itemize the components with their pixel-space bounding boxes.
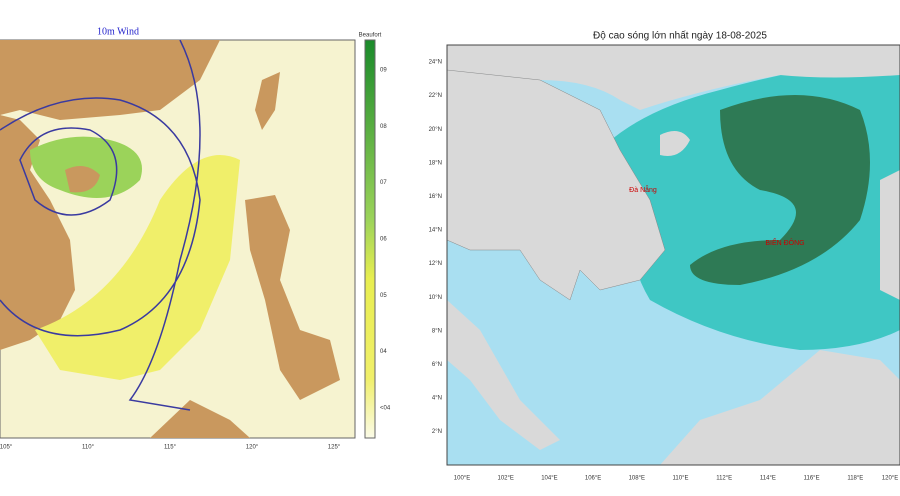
place-label: BIỂN ĐÔNG	[765, 238, 804, 247]
lat-label: 14°N	[429, 228, 442, 234]
lon-label: 120°E	[882, 476, 898, 482]
wind-zone-yellow	[35, 155, 240, 380]
lat-label: 8°N	[432, 328, 442, 334]
colorbar-title: Beaufort	[359, 33, 382, 39]
lon-label: 102°E	[497, 476, 513, 482]
lon-label: 100°E	[454, 476, 470, 482]
colorbar-label: 07	[380, 180, 387, 186]
colorbar-label: 04	[380, 349, 387, 355]
isobar	[0, 39, 201, 411]
lat-label: 12°N	[429, 261, 442, 267]
place-label: Đà Nẵng	[629, 185, 657, 194]
land-china	[0, 40, 220, 120]
land-borneo	[660, 350, 900, 465]
lon-label: 106°E	[585, 476, 601, 482]
land-philippines	[245, 195, 340, 400]
lon-label: 104°E	[541, 476, 557, 482]
land-indochina	[0, 115, 75, 350]
wind-map: 10m Wind Beaufort	[0, 26, 382, 439]
land-borneo	[150, 400, 250, 438]
colorbar-label: <04	[380, 406, 391, 412]
land-philippines	[880, 170, 900, 300]
lat-label: 10°N	[429, 295, 442, 301]
land-taiwan	[255, 72, 280, 130]
map-title: 10m Wind	[97, 26, 139, 37]
lon-label: 105°	[0, 445, 13, 451]
lon-label: 115°	[164, 445, 177, 451]
lat-label: 22°N	[429, 93, 442, 99]
lon-label: 114°E	[760, 476, 776, 482]
land-malaysia	[447, 300, 560, 450]
colorbar-label: 08	[380, 124, 387, 130]
colorbar	[364, 39, 376, 439]
land-indochina	[446, 69, 666, 301]
lon-label: 120°	[246, 445, 259, 451]
colorbar-label: 09	[380, 68, 387, 74]
lat-label: 2°N	[432, 429, 442, 435]
lat-label: 20°N	[429, 127, 442, 133]
lon-label: 110°	[82, 445, 95, 451]
map-title: Độ cao sóng lớn nhất ngày 18-08-2025	[593, 30, 767, 42]
land-hainan	[65, 166, 100, 193]
lon-label: 116°E	[804, 476, 820, 482]
land-china	[447, 45, 900, 110]
colorbar-label: 05	[380, 293, 387, 299]
lon-label: 125°	[328, 445, 341, 451]
lat-label: 24°N	[429, 60, 442, 66]
lon-label: 118°E	[847, 476, 863, 482]
lat-label: 4°N	[432, 396, 442, 402]
colorbar-label: 06	[380, 237, 387, 243]
wave-zone-high	[690, 95, 870, 285]
map-frame	[446, 44, 900, 466]
lat-label: 6°N	[432, 362, 442, 368]
lat-label: 18°N	[429, 160, 442, 166]
lon-label: 110°E	[673, 476, 689, 482]
lon-label: 108°E	[629, 476, 645, 482]
lat-label: 16°N	[429, 194, 442, 200]
lon-label: 112°E	[716, 476, 732, 482]
wave-map: Độ cao sóng lớn nhất ngày 18-08-2025 Đà …	[446, 30, 900, 466]
land-hainan	[660, 131, 690, 156]
